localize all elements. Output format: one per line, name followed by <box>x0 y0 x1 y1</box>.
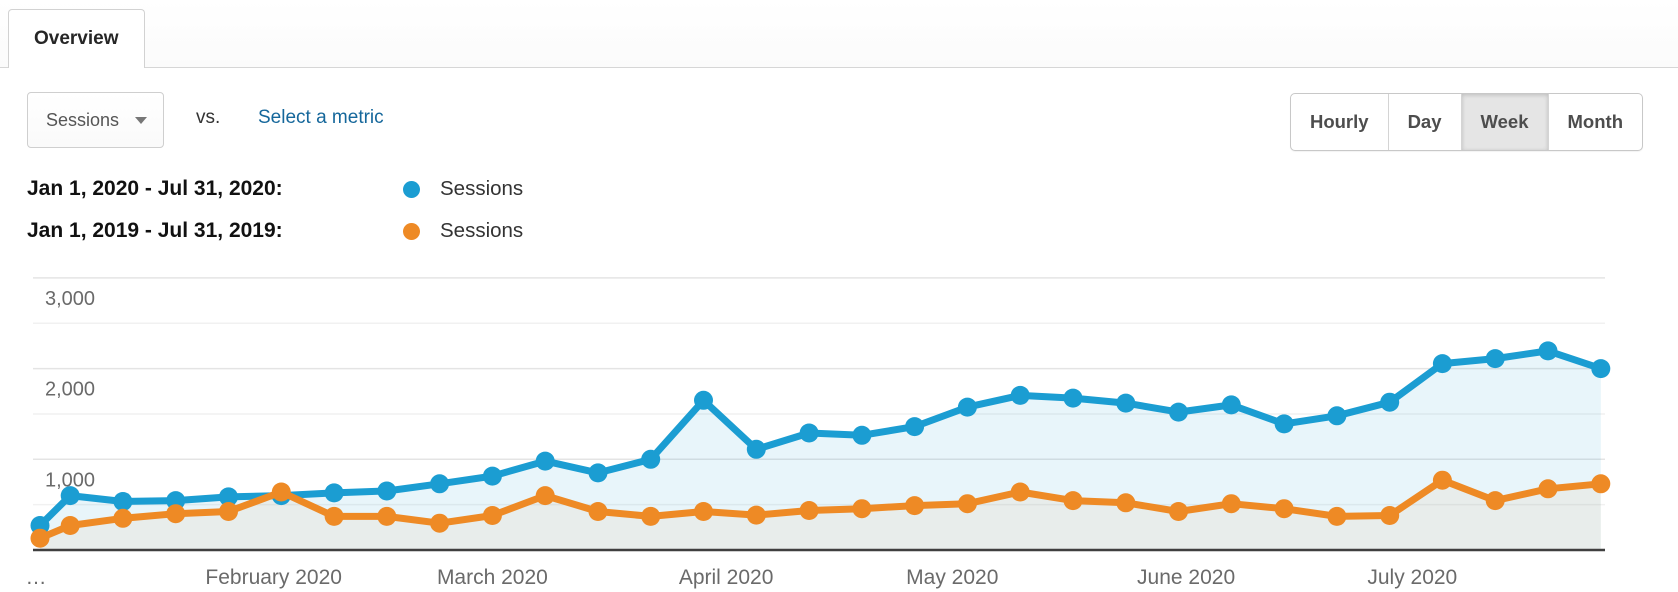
metric-dropdown-value: Sessions <box>46 109 120 130</box>
data-point <box>535 486 555 506</box>
data-point <box>957 494 977 514</box>
legend-series-2019: Sessions <box>440 219 524 242</box>
data-point <box>30 528 50 548</box>
data-point <box>1169 402 1188 422</box>
data-point <box>905 417 925 437</box>
x-tick-label: February 2020 <box>205 566 342 589</box>
sessions-2019-area <box>40 480 1601 549</box>
data-point <box>113 492 133 511</box>
data-point <box>905 496 925 516</box>
data-point <box>694 390 713 410</box>
data-point <box>1116 393 1136 413</box>
data-point <box>1010 482 1030 502</box>
y-axis-labels: 1,000 2,000 3,000 <box>45 288 95 491</box>
x-axis-labels: … February 2020 March 2020 April 2020 May 20… <box>26 566 1458 589</box>
data-point <box>1169 502 1188 521</box>
data-point <box>1221 494 1241 514</box>
y-tick-label: 1,000 <box>45 469 95 491</box>
sessions-2019-legend-dot-icon <box>403 222 420 240</box>
data-point <box>1591 474 1611 494</box>
x-tick-label: March 2020 <box>437 566 548 589</box>
data-point <box>113 508 133 528</box>
data-point <box>588 463 608 483</box>
data-point <box>1591 359 1611 379</box>
chevron-down-icon <box>135 116 148 124</box>
data-point <box>1063 388 1083 408</box>
data-point <box>852 499 872 519</box>
data-point <box>1327 406 1347 426</box>
data-point <box>535 451 555 471</box>
data-point <box>60 486 80 506</box>
data-point <box>377 481 397 501</box>
sessions-2020-area <box>40 350 1601 549</box>
data-point <box>1538 341 1558 361</box>
data-point <box>1538 479 1558 499</box>
y-tick-label: 3,000 <box>45 288 95 310</box>
data-point <box>641 506 661 526</box>
legend-series-2020: Sessions <box>440 177 524 200</box>
data-point <box>1380 392 1400 412</box>
data-point <box>377 506 397 526</box>
data-point <box>482 506 502 525</box>
data-point <box>1432 470 1452 490</box>
data-point <box>1274 499 1294 519</box>
data-point <box>1063 491 1083 511</box>
data-point <box>694 502 713 521</box>
granularity-week-button[interactable]: Week <box>1460 94 1548 150</box>
x-tick-label: July 2020 <box>1367 566 1457 589</box>
x-tick-label: June 2020 <box>1137 566 1235 589</box>
data-point <box>60 516 80 535</box>
select-metric-link[interactable]: Select a metric <box>258 107 384 128</box>
data-point <box>746 439 766 459</box>
data-point <box>852 425 872 445</box>
data-point <box>1432 354 1452 374</box>
data-point <box>799 501 819 520</box>
tab-overview[interactable]: Overview <box>8 9 145 68</box>
data-point <box>219 487 238 507</box>
major-gridlines <box>33 277 1605 461</box>
data-point <box>1327 506 1347 526</box>
tab-strip <box>0 0 1678 68</box>
data-point <box>746 505 766 525</box>
x-tick-label: April 2020 <box>679 566 774 589</box>
data-point <box>271 482 291 502</box>
data-point <box>324 506 344 526</box>
vs-label: vs. <box>196 107 221 128</box>
data-point <box>1274 414 1294 434</box>
data-point <box>430 474 450 494</box>
data-point <box>482 466 502 486</box>
data-point <box>430 513 450 533</box>
data-point <box>1116 493 1136 513</box>
data-point <box>641 449 661 469</box>
granularity-button-group: Hourly Day Week Month <box>1289 93 1643 151</box>
y-tick-label: 2,000 <box>45 379 95 401</box>
data-point <box>324 483 344 503</box>
sessions-2019-line[interactable] <box>30 470 1611 548</box>
x-tick-label: … <box>26 566 47 589</box>
granularity-hourly-button[interactable]: Hourly <box>1291 94 1388 150</box>
data-point <box>166 504 186 524</box>
data-point <box>588 502 608 521</box>
sessions-2020-legend-dot-icon <box>403 180 420 198</box>
data-point <box>1010 385 1030 405</box>
data-point <box>957 397 977 417</box>
x-tick-label: May 2020 <box>906 566 998 589</box>
metric-dropdown[interactable]: Sessions <box>27 92 165 148</box>
legend-row-2020: Jan 1, 2020 - Jul 31, 2020: Sessions <box>27 176 523 202</box>
legend-row-2019: Jan 1, 2019 - Jul 31, 2019: Sessions <box>27 218 523 244</box>
data-point <box>219 502 238 521</box>
granularity-day-button[interactable]: Day <box>1387 94 1461 150</box>
data-point <box>1380 506 1400 525</box>
granularity-month-button[interactable]: Month <box>1547 94 1642 150</box>
data-point <box>1221 395 1241 415</box>
data-point <box>1485 491 1505 511</box>
data-point <box>1485 349 1505 369</box>
legend-range-2020: Jan 1, 2020 - Jul 31, 2020: <box>27 177 283 200</box>
data-point <box>166 491 186 511</box>
legend-range-2019: Jan 1, 2019 - Jul 31, 2019: <box>27 219 283 242</box>
data-point <box>799 423 819 443</box>
chart-legend: Jan 1, 2020 - Jul 31, 2020: Sessions Jan… <box>27 176 523 260</box>
